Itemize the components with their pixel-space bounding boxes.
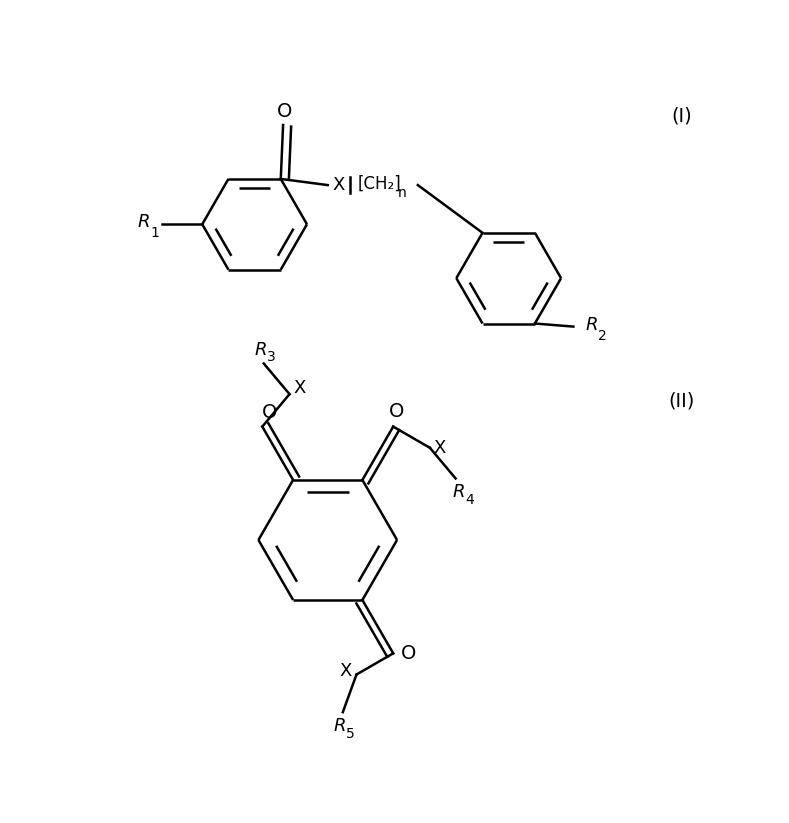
Text: R: R bbox=[452, 483, 465, 501]
Text: R: R bbox=[334, 717, 346, 735]
Text: 5: 5 bbox=[346, 727, 355, 741]
Text: 1: 1 bbox=[150, 226, 159, 239]
Text: O: O bbox=[277, 102, 292, 122]
Text: 3: 3 bbox=[267, 351, 276, 365]
Text: R: R bbox=[254, 341, 267, 359]
Text: R: R bbox=[137, 213, 150, 231]
Text: O: O bbox=[389, 402, 405, 421]
Text: X: X bbox=[434, 439, 446, 457]
Text: X: X bbox=[332, 176, 345, 194]
Text: (II): (II) bbox=[669, 392, 695, 411]
Text: X: X bbox=[339, 662, 352, 680]
Text: O: O bbox=[262, 403, 278, 422]
Text: (I): (I) bbox=[671, 107, 692, 126]
Text: X: X bbox=[294, 379, 305, 397]
Text: [CH₂]: [CH₂] bbox=[357, 174, 402, 193]
Text: R: R bbox=[585, 316, 598, 334]
Text: n: n bbox=[398, 186, 407, 200]
Text: 4: 4 bbox=[465, 493, 474, 507]
Text: O: O bbox=[401, 644, 417, 663]
Text: 2: 2 bbox=[598, 329, 607, 343]
